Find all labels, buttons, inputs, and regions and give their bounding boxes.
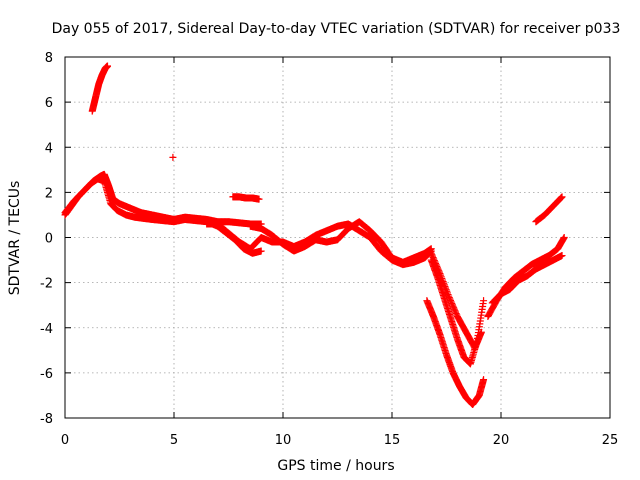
chart-title: Day 055 of 2017, Sidereal Day-to-day VTE… xyxy=(52,21,621,37)
data-point xyxy=(438,276,446,284)
data-point xyxy=(558,252,566,260)
data-point xyxy=(169,153,177,161)
series-track-d xyxy=(246,218,435,266)
series-track-g xyxy=(427,249,485,352)
data-point xyxy=(560,234,568,241)
x-tick-label: 0 xyxy=(61,433,69,448)
y-tick-label: 8 xyxy=(45,51,53,66)
y-tick-label: -8 xyxy=(40,412,53,427)
data-point xyxy=(257,247,265,255)
y-axis-label: SDTVAR / TECUs xyxy=(7,181,23,296)
y-tick-label: 2 xyxy=(45,186,53,201)
x-axis-label: GPS time / hours xyxy=(277,458,394,474)
data-point xyxy=(443,287,451,295)
data-point xyxy=(437,273,445,281)
series-track-k xyxy=(88,62,112,115)
data-point xyxy=(443,289,451,297)
data-point xyxy=(104,62,112,70)
x-tick-label: 25 xyxy=(602,433,619,448)
data-point xyxy=(480,376,488,384)
data-point xyxy=(442,284,450,292)
x-tick-label: 20 xyxy=(493,433,510,448)
data-point xyxy=(477,328,485,336)
series-track-i xyxy=(488,252,566,307)
y-tick-label: 4 xyxy=(45,141,53,156)
data-points xyxy=(61,62,568,408)
axis-ticks: 0 5 10 15 20 25 -8 -6 -4 -2 0 2 4 6 8 xyxy=(40,51,618,448)
data-point xyxy=(435,268,443,276)
y-tick-label: -4 xyxy=(40,322,53,337)
data-point xyxy=(557,194,565,202)
y-tick-label: 0 xyxy=(45,232,53,247)
data-point xyxy=(439,278,447,286)
data-point xyxy=(442,286,450,294)
series-track-l xyxy=(229,193,263,203)
x-tick-label: 15 xyxy=(384,433,401,448)
data-point xyxy=(438,274,446,282)
series-track-j xyxy=(532,193,566,226)
y-tick-label: 6 xyxy=(45,96,53,111)
x-tick-label: 10 xyxy=(275,433,292,448)
grid-lines xyxy=(65,57,610,418)
data-point xyxy=(480,297,488,305)
series-track-f xyxy=(423,297,488,408)
data-point xyxy=(440,279,448,287)
data-point xyxy=(255,195,263,203)
data-point xyxy=(441,282,449,290)
data-point xyxy=(440,281,448,289)
y-tick-label: -2 xyxy=(40,277,53,292)
data-point xyxy=(436,270,444,278)
data-point xyxy=(557,194,565,202)
data-point xyxy=(444,291,452,299)
data-point xyxy=(558,193,566,201)
series-outlier xyxy=(169,153,177,161)
x-tick-label: 5 xyxy=(170,433,178,448)
y-tick-label: -6 xyxy=(40,367,53,382)
data-point xyxy=(437,271,445,279)
